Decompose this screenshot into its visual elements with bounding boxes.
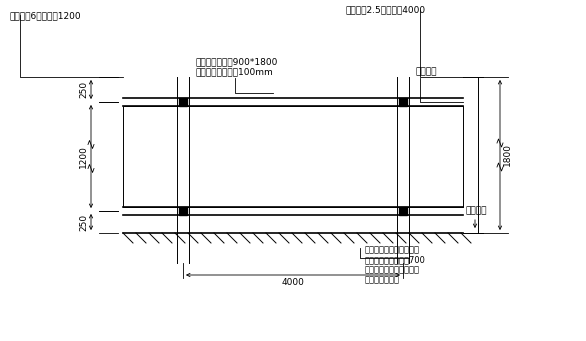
Text: 天蓝色彩钢板，900*1800: 天蓝色彩钢板，900*1800 xyxy=(195,57,277,66)
Text: 1200: 1200 xyxy=(79,145,88,168)
Bar xyxy=(399,98,407,106)
Text: 自然土面: 自然土面 xyxy=(465,206,486,215)
Text: 短钢管打入土中，保证垂: 短钢管打入土中，保证垂 xyxy=(365,245,420,254)
Bar xyxy=(399,207,407,215)
Text: 水平钢管: 水平钢管 xyxy=(415,67,437,76)
Bar xyxy=(179,207,187,215)
Text: 钢管，长6米，间距1200: 钢管，长6米，间距1200 xyxy=(10,11,81,20)
Text: 250: 250 xyxy=(79,213,88,231)
Text: 1800: 1800 xyxy=(503,144,512,166)
Text: 彩钢板搭接不少于100mm: 彩钢板搭接不少于100mm xyxy=(195,67,272,76)
Text: 250: 250 xyxy=(79,81,88,98)
Text: 4000: 4000 xyxy=(281,278,305,287)
Text: 直，外置长度不小于700: 直，外置长度不小于700 xyxy=(365,255,426,264)
Text: 钢管，长2.5米，间距4000: 钢管，长2.5米，间距4000 xyxy=(345,5,425,14)
Text: 进设钢管时必须拉线，保: 进设钢管时必须拉线，保 xyxy=(365,265,420,274)
Bar xyxy=(179,98,187,106)
Bar xyxy=(123,106,463,207)
Text: 证钢管纵向一线: 证钢管纵向一线 xyxy=(365,275,400,284)
